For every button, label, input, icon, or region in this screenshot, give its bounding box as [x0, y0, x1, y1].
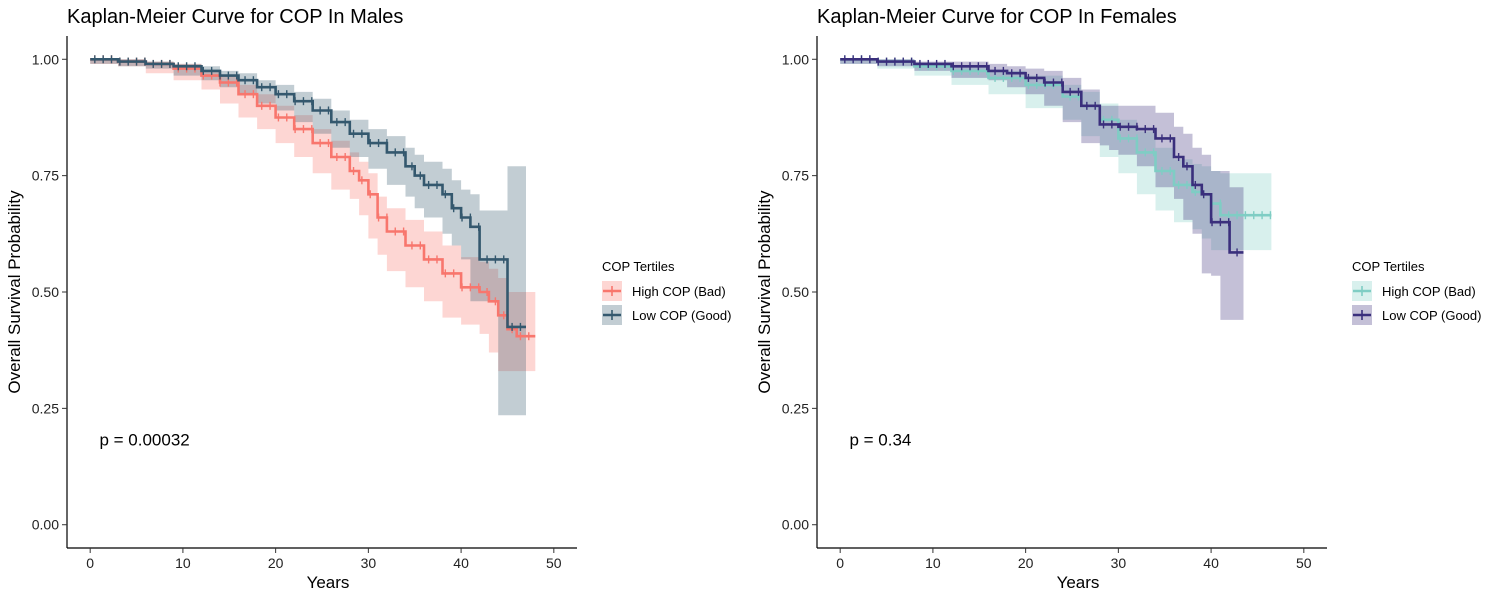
y-tick-label: 0.00 — [782, 517, 809, 533]
chart-title: Kaplan-Meier Curve for COP In Males — [67, 6, 403, 28]
p-value-annotation: p = 0.00032 — [99, 431, 189, 450]
y-tick-label: 0.75 — [782, 168, 809, 184]
legend-label-1: High COP (Bad) — [1382, 284, 1476, 299]
survival-curve-2 — [90, 58, 526, 329]
x-tick-label: 10 — [925, 555, 941, 571]
legend-label-2: Low COP (Good) — [632, 308, 731, 323]
censor-marks-2 — [94, 55, 522, 331]
legend: COP Tertiles High COP (Bad) Low COP (Good) — [1352, 259, 1481, 325]
x-axis-title: Years — [1057, 573, 1100, 592]
x-tick-label: 50 — [1296, 555, 1312, 571]
legend-label-2: Low COP (Good) — [1382, 308, 1481, 323]
survival-curve-2 — [840, 58, 1244, 254]
confidence-band-2 — [90, 59, 526, 416]
y-tick-label: 1.00 — [32, 51, 59, 67]
censor-marks-2 — [844, 55, 1238, 257]
y-tick-label: 0.50 — [782, 284, 809, 300]
y-axis-title: Overall Survival Probability — [5, 190, 24, 394]
x-tick-label: 40 — [1203, 555, 1219, 571]
x-tick-label: 20 — [268, 555, 284, 571]
y-tick-label: 0.25 — [782, 400, 809, 416]
x-tick-label: 30 — [1111, 555, 1127, 571]
x-tick-label: 0 — [836, 555, 844, 571]
x-axis-title: Years — [307, 573, 350, 592]
survival-curve-1 — [90, 58, 536, 338]
legend-title: COP Tertiles — [602, 259, 675, 274]
x-tick-label: 10 — [175, 555, 191, 571]
legend-label-1: High COP (Bad) — [632, 284, 726, 299]
legend-title: COP Tertiles — [1352, 259, 1425, 274]
x-tick-label: 40 — [453, 555, 469, 571]
x-tick-label: 0 — [86, 555, 94, 571]
chart-panel-2: Kaplan-Meier Curve for COP In Females 0.0… — [755, 6, 1481, 592]
legend: COP Tertiles High COP (Bad) Low COP (Good) — [602, 259, 731, 325]
chart-panel-1: Kaplan-Meier Curve for COP In Males 0.00 0… — [5, 6, 731, 592]
y-axis-title: Overall Survival Probability — [755, 190, 774, 394]
confidence-band-1 — [840, 59, 1272, 251]
x-tick-label: 50 — [546, 555, 562, 571]
y-tick-label: 0.50 — [32, 284, 59, 300]
y-tick-label: 0.00 — [32, 517, 59, 533]
y-tick-label: 0.75 — [32, 168, 59, 184]
x-tick-label: 20 — [1018, 555, 1034, 571]
y-tick-label: 1.00 — [782, 51, 809, 67]
confidence-band-2 — [840, 59, 1244, 320]
p-value-annotation: p = 0.34 — [849, 431, 911, 450]
chart-title: Kaplan-Meier Curve for COP In Females — [817, 6, 1177, 28]
y-tick-label: 0.25 — [32, 400, 59, 416]
x-tick-label: 30 — [361, 555, 377, 571]
confidence-band-1 — [90, 59, 536, 372]
